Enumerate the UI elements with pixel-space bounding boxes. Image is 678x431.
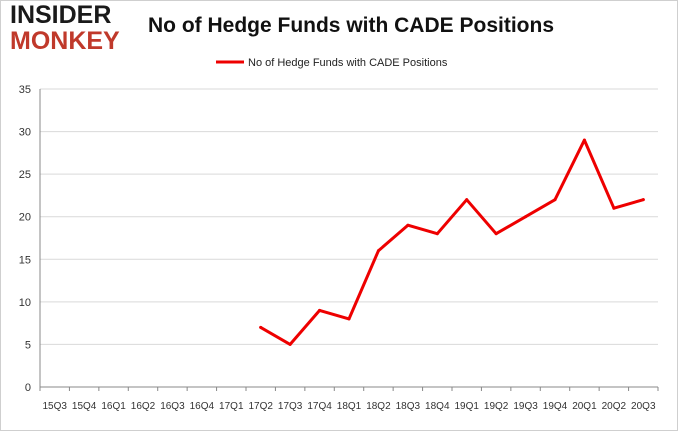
data-point bbox=[376, 249, 380, 253]
x-tick-label: 18Q2 bbox=[366, 401, 391, 412]
data-point bbox=[612, 206, 616, 210]
x-tick-label: 17Q1 bbox=[219, 401, 244, 412]
data-point bbox=[288, 342, 292, 346]
x-tick-label: 19Q1 bbox=[454, 401, 479, 412]
x-tick-label: 18Q3 bbox=[396, 401, 421, 412]
data-point bbox=[553, 198, 557, 202]
axis-layer: 0 5 10 15 20 25 30 35 15Q3 15Q4 16Q1 16Q2 16Q3 16Q4 17… bbox=[19, 84, 659, 412]
data-point bbox=[406, 223, 410, 227]
data-point bbox=[641, 198, 645, 202]
data-point bbox=[435, 232, 439, 236]
y-tick-label: 15 bbox=[19, 254, 31, 266]
x-tick-label: 15Q3 bbox=[42, 401, 67, 412]
y-tick-label: 35 bbox=[19, 84, 31, 96]
x-tick-label: 16Q1 bbox=[101, 401, 126, 412]
data-point bbox=[494, 232, 498, 236]
data-point bbox=[582, 138, 586, 142]
data-point bbox=[465, 198, 469, 202]
y-tick-label: 20 bbox=[19, 212, 31, 224]
x-tick-label: 18Q1 bbox=[337, 401, 362, 412]
data-point bbox=[259, 325, 263, 329]
x-tick-label: 19Q4 bbox=[543, 401, 568, 412]
x-tick-label: 16Q2 bbox=[131, 401, 156, 412]
logo-line-1: INSIDER bbox=[10, 1, 112, 29]
y-tick-label: 5 bbox=[25, 339, 31, 351]
data-point bbox=[347, 317, 351, 321]
x-tick-label: 18Q4 bbox=[425, 401, 450, 412]
insider-monkey-logo: INSIDER MONKEY bbox=[10, 3, 128, 55]
x-tick-label: 20Q2 bbox=[602, 401, 627, 412]
y-tick-label: 0 bbox=[25, 382, 31, 394]
x-tick-label: 17Q2 bbox=[248, 401, 273, 412]
data-point bbox=[318, 308, 322, 312]
logo-line-2: MONKEY bbox=[10, 27, 120, 55]
y-tick-label: 30 bbox=[19, 127, 31, 139]
x-tick-label: 17Q4 bbox=[307, 401, 332, 412]
data-point bbox=[524, 215, 528, 219]
x-tick-label: 20Q1 bbox=[572, 401, 597, 412]
x-tick-label: 17Q3 bbox=[278, 401, 303, 412]
x-tick-label: 19Q3 bbox=[513, 401, 538, 412]
y-tick-label: 25 bbox=[19, 169, 31, 181]
y-tick-label: 10 bbox=[19, 297, 31, 309]
x-tick-label: 19Q2 bbox=[484, 401, 509, 412]
legend: No of Hedge Funds with CADE Positions bbox=[216, 57, 448, 69]
x-tick-label: 15Q4 bbox=[72, 401, 97, 412]
x-tick-label: 16Q3 bbox=[160, 401, 185, 412]
series-layer bbox=[259, 138, 645, 346]
grid-layer bbox=[40, 88, 658, 345]
series-line bbox=[259, 138, 645, 346]
x-tick-label: 16Q4 bbox=[190, 401, 215, 412]
chart-title: No of Hedge Funds with CADE Positions bbox=[148, 14, 554, 37]
legend-label: No of Hedge Funds with CADE Positions bbox=[248, 57, 448, 69]
x-tick-label: 20Q3 bbox=[631, 401, 656, 412]
